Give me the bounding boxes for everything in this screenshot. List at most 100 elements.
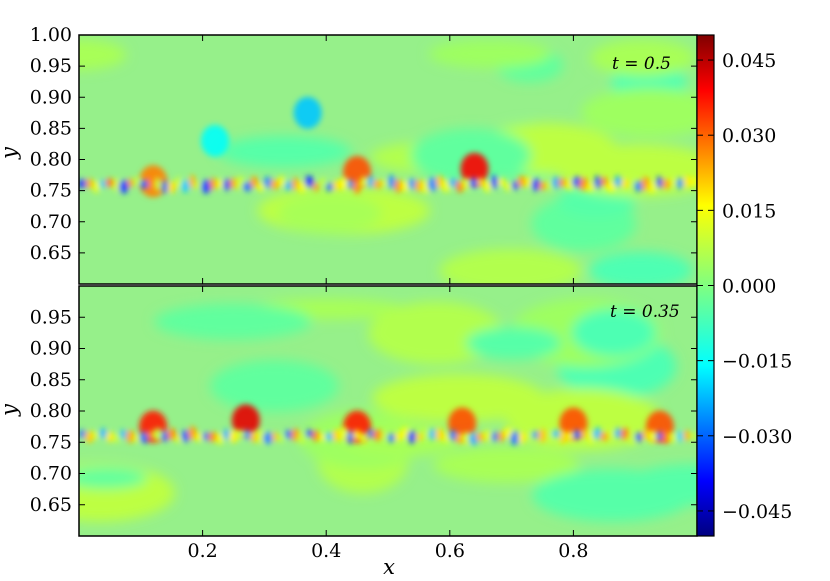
interface-cell xyxy=(518,431,526,444)
interface-cell xyxy=(552,429,561,438)
panel-annotation: t = 0.35 xyxy=(610,302,680,322)
heatmap-feature xyxy=(231,404,260,437)
interface-cell xyxy=(99,179,107,189)
interface-cell xyxy=(587,430,594,444)
colorbar-tick-label: 0.015 xyxy=(722,200,776,222)
heatmap-feature xyxy=(559,407,588,440)
interface-cell xyxy=(105,178,115,188)
x-tick-label: 0.4 xyxy=(311,540,341,562)
colorbar-tick-label: 0.000 xyxy=(722,276,776,298)
interface-cell xyxy=(607,429,615,439)
interface-cell xyxy=(676,430,683,442)
interface-cell xyxy=(92,430,100,440)
interface-cell xyxy=(297,431,307,445)
interface-cell xyxy=(216,178,224,190)
interface-cell xyxy=(187,426,197,441)
interface-cell xyxy=(207,431,218,442)
y-tick-label: 0.75 xyxy=(30,431,72,453)
y-tick-label: 0.65 xyxy=(30,242,72,264)
heatmap-patch xyxy=(571,308,657,357)
interface-cell xyxy=(132,433,142,443)
interface-cell xyxy=(380,431,389,440)
colorbar: 0.045 0.030 0.015 0.000 −0.015 −0.030 −0.045 xyxy=(696,34,792,537)
interface-cell xyxy=(599,432,610,441)
interface-cell xyxy=(647,181,657,193)
interface-cell xyxy=(455,433,465,444)
interface-cell xyxy=(167,428,177,441)
heatmap-patch xyxy=(217,135,352,168)
interface-cell xyxy=(372,180,383,189)
y-tick-label: 0.85 xyxy=(30,117,72,139)
y-tick-label: 0.70 xyxy=(30,211,72,233)
interface-cell xyxy=(271,431,278,442)
interface-cell xyxy=(662,178,671,190)
interface-cell xyxy=(585,182,596,192)
heatmap-patch xyxy=(428,39,551,68)
interface-cell xyxy=(312,430,320,442)
interface-cell xyxy=(79,429,86,439)
interface-cell xyxy=(656,176,663,189)
interface-cell xyxy=(635,431,642,443)
interface-cell xyxy=(106,431,114,443)
y-axis-label: y xyxy=(0,403,21,417)
colorbar-ticks: 0.045 0.030 0.015 0.000 −0.015 −0.030 −0.045 xyxy=(697,50,792,523)
interface-cell xyxy=(79,179,87,189)
interface-cell xyxy=(360,433,368,445)
interface-cell xyxy=(84,430,95,443)
interface-cell xyxy=(683,175,690,189)
interface-cell xyxy=(305,429,313,438)
interface-cell xyxy=(559,430,567,444)
heatmap-patch xyxy=(277,192,382,234)
heatmap-patch xyxy=(532,468,694,522)
x-tick-label: 0.6 xyxy=(435,540,465,562)
interface-cell xyxy=(683,429,691,441)
interface-cell xyxy=(469,177,479,189)
y-tick-label: 1.00 xyxy=(30,24,72,46)
y-tick-label: 0.75 xyxy=(30,180,72,202)
interface-cell xyxy=(462,178,472,190)
x-axis-ticks: 0.2 0.4 0.6 0.8 xyxy=(187,286,589,562)
interface-cell xyxy=(372,429,383,441)
interface-cell xyxy=(669,177,677,187)
interface-cell xyxy=(435,428,444,441)
interface-cell xyxy=(394,432,403,442)
interface-cell xyxy=(531,430,540,439)
interface-cell xyxy=(601,176,608,187)
colorbar-tick-label: 0.045 xyxy=(722,50,776,72)
interface-cell xyxy=(174,434,183,443)
interface-cell xyxy=(606,181,617,192)
interface-cell xyxy=(367,175,375,188)
heatmap-patch xyxy=(372,373,545,423)
interface-cell xyxy=(642,429,649,440)
interface-cell xyxy=(181,179,190,193)
heatmap-feature xyxy=(293,96,322,129)
interface-cell xyxy=(297,180,307,193)
interface-cell xyxy=(634,180,644,192)
interface-cell xyxy=(284,181,293,191)
x-tick-label: 0.2 xyxy=(187,540,217,562)
interface-cell xyxy=(476,177,485,188)
interface-cell xyxy=(318,433,328,442)
panel-annotation: t = 0.5 xyxy=(612,54,671,74)
interface-cell xyxy=(394,179,403,193)
y-tick-label: 0.85 xyxy=(30,369,72,391)
y-axis-ticks: 0.95 0.90 0.85 0.80 0.75 0.70 0.65 xyxy=(30,306,697,516)
x-axis-ticks xyxy=(202,35,574,284)
interface-cell xyxy=(181,430,190,443)
interface-cell xyxy=(119,429,128,439)
colorbar-tick-label: −0.030 xyxy=(722,426,792,448)
interface-cell xyxy=(566,431,574,442)
interface-cell xyxy=(127,178,134,188)
interface-cell xyxy=(85,178,93,189)
heatmap-patch xyxy=(79,467,148,489)
interface-cell xyxy=(222,429,231,440)
interface-cell xyxy=(525,430,532,441)
colorbar-tick-label: −0.015 xyxy=(722,351,792,373)
interface-cell xyxy=(545,179,553,191)
panel-top: 1.00 0.95 0.90 0.85 0.80 0.75 0.70 0.65 t = 0.5… xyxy=(0,24,698,285)
interface-cell xyxy=(257,182,265,192)
interface-cell xyxy=(690,432,697,441)
heatmap-patch xyxy=(439,248,582,284)
interface-cell xyxy=(656,431,663,442)
interface-cell xyxy=(648,430,657,444)
